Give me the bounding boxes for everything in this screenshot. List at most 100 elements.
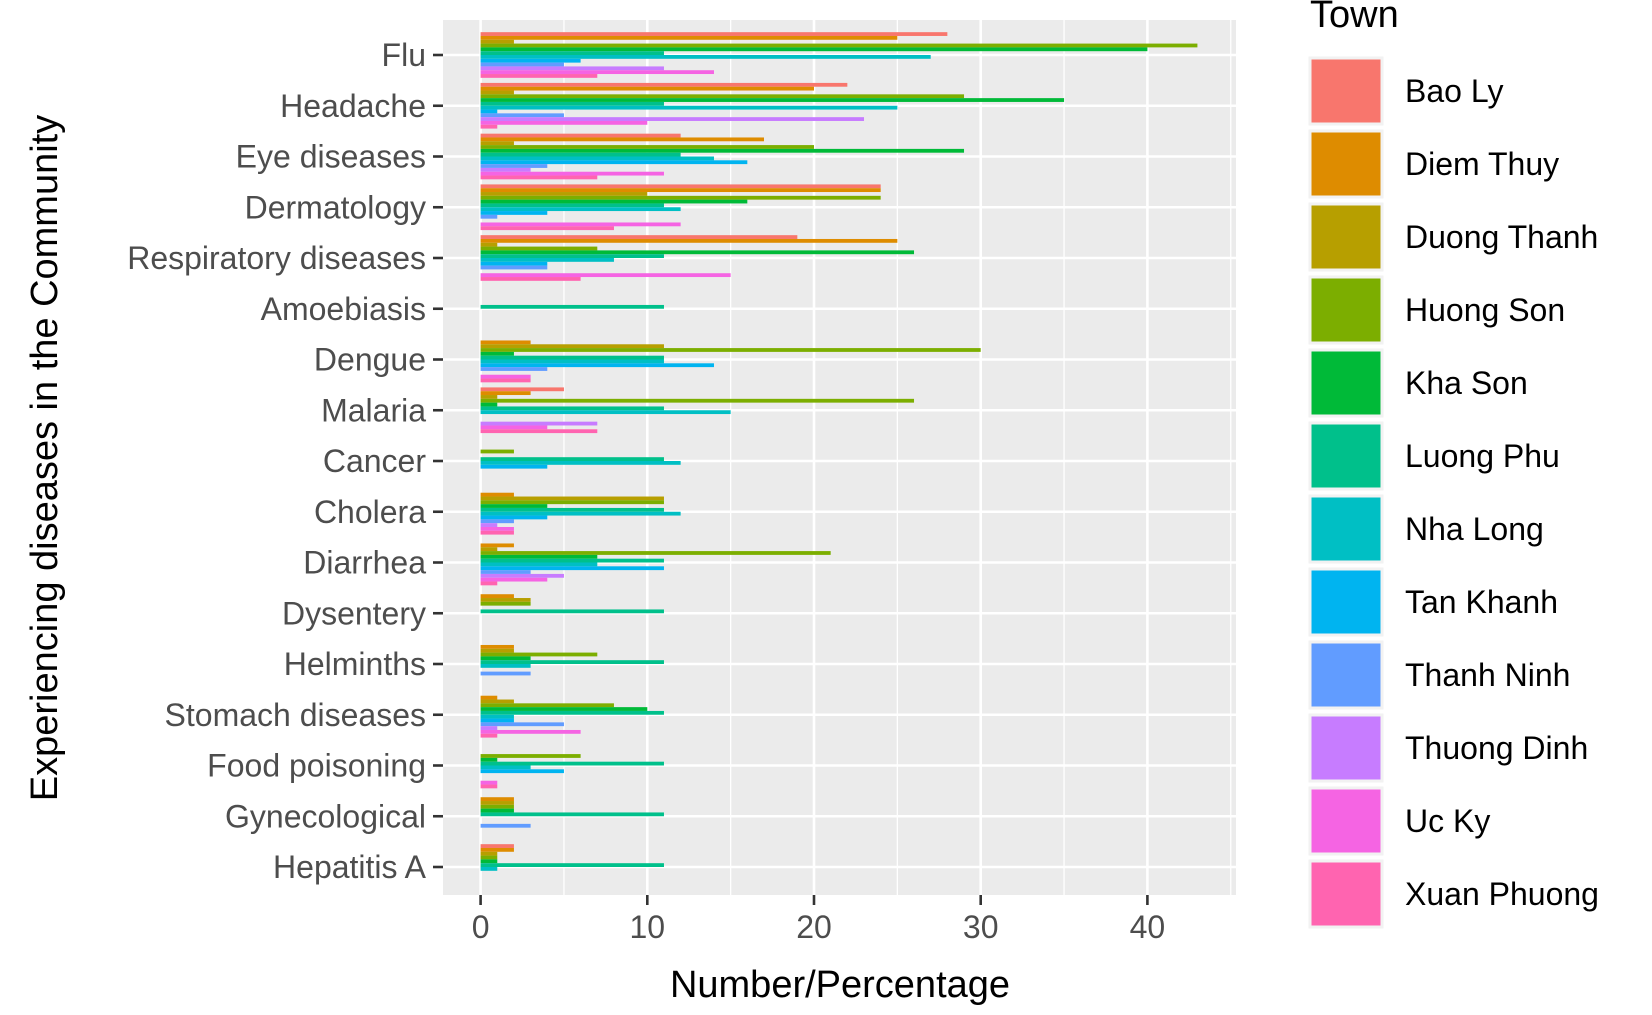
bar — [480, 250, 915, 255]
legend-key — [1308, 859, 1384, 929]
bar — [480, 784, 498, 789]
bar — [480, 109, 498, 114]
bar — [480, 664, 531, 668]
y-axis-title: Experiencing diseases in the Community — [24, 115, 66, 801]
legend-label: Diem Thuy — [1405, 146, 1559, 182]
bar — [480, 344, 664, 349]
x-tick-label: 40 — [1130, 909, 1166, 945]
bar — [480, 729, 581, 734]
y-axis: Flu Headache Eye diseases Dermatology Respir… — [127, 37, 443, 885]
bar — [480, 797, 514, 802]
legend-key — [1308, 640, 1384, 710]
bar — [480, 515, 548, 520]
bar — [480, 558, 664, 563]
bar — [480, 718, 514, 723]
y-tick-label: Cancer — [323, 443, 427, 479]
bar — [480, 425, 548, 430]
bar — [480, 117, 865, 121]
bar — [480, 82, 848, 87]
bar — [480, 70, 714, 75]
bar — [480, 66, 664, 71]
bar — [480, 855, 498, 860]
bar — [480, 644, 514, 649]
y-tick-label: Cholera — [314, 494, 426, 530]
legend-key — [1308, 129, 1384, 199]
bar — [480, 120, 648, 125]
x-tick-label: 0 — [472, 909, 490, 945]
bar — [480, 184, 881, 189]
bar — [480, 145, 814, 149]
bar — [480, 55, 931, 59]
bar — [480, 378, 531, 383]
bar — [480, 160, 748, 165]
bar — [480, 769, 564, 774]
bar — [480, 156, 714, 161]
bar — [480, 464, 548, 469]
bar — [480, 710, 664, 715]
bar — [480, 496, 664, 501]
y-tick-label: Headache — [280, 88, 426, 124]
bar — [480, 573, 564, 578]
y-tick-label: Diarrhea — [303, 545, 426, 581]
bar — [480, 726, 498, 730]
bar — [480, 374, 531, 379]
bar — [480, 207, 681, 212]
bar — [480, 707, 648, 711]
bar — [480, 367, 548, 371]
bar — [480, 395, 498, 399]
bar — [480, 519, 514, 524]
legend-label: Bao Ly — [1405, 73, 1503, 109]
bar — [480, 757, 498, 762]
bar — [480, 648, 514, 653]
bar — [480, 203, 664, 208]
legend-label: Thuong Dinh — [1405, 730, 1588, 766]
bar — [480, 195, 881, 200]
bar — [480, 492, 514, 497]
bar — [480, 410, 731, 415]
bar — [480, 695, 498, 700]
bar — [480, 355, 664, 360]
bar — [480, 801, 514, 805]
bar — [480, 86, 814, 91]
x-axis: 0 10 20 30 40 — [472, 895, 1165, 945]
bar — [480, 523, 498, 527]
bar — [480, 359, 664, 364]
y-tick-label: Respiratory diseases — [127, 240, 426, 276]
bar — [480, 551, 831, 555]
bar — [480, 39, 514, 44]
legend-key — [1308, 713, 1384, 783]
bar — [480, 859, 498, 864]
bar — [480, 214, 498, 219]
x-tick-label: 30 — [963, 909, 999, 945]
bar — [480, 754, 581, 758]
bar — [480, 511, 681, 516]
bar — [480, 847, 514, 852]
bar — [480, 733, 498, 738]
y-tick-label: Hepatitis A — [273, 849, 427, 885]
bar — [480, 594, 514, 599]
bar — [480, 765, 531, 770]
bar — [480, 167, 531, 172]
y-tick-label: Flu — [382, 37, 426, 73]
bar — [480, 340, 531, 345]
legend-key — [1308, 56, 1384, 126]
bar — [480, 242, 498, 247]
legend-label: Uc Ky — [1405, 803, 1490, 839]
bar — [480, 101, 664, 106]
bar — [480, 32, 948, 36]
bar — [480, 507, 664, 512]
bar — [480, 808, 514, 813]
bar — [480, 171, 664, 176]
legend-key — [1308, 275, 1384, 345]
bar — [480, 98, 1065, 102]
bar — [480, 761, 664, 766]
bar — [480, 246, 598, 251]
bar — [480, 175, 598, 180]
bar — [480, 43, 1198, 48]
bar — [480, 387, 564, 392]
y-tick-label: Gynecological — [225, 798, 426, 834]
y-tick-label: Stomach diseases — [165, 697, 426, 733]
bar — [480, 238, 898, 243]
bar — [480, 581, 498, 586]
bar — [480, 137, 764, 142]
